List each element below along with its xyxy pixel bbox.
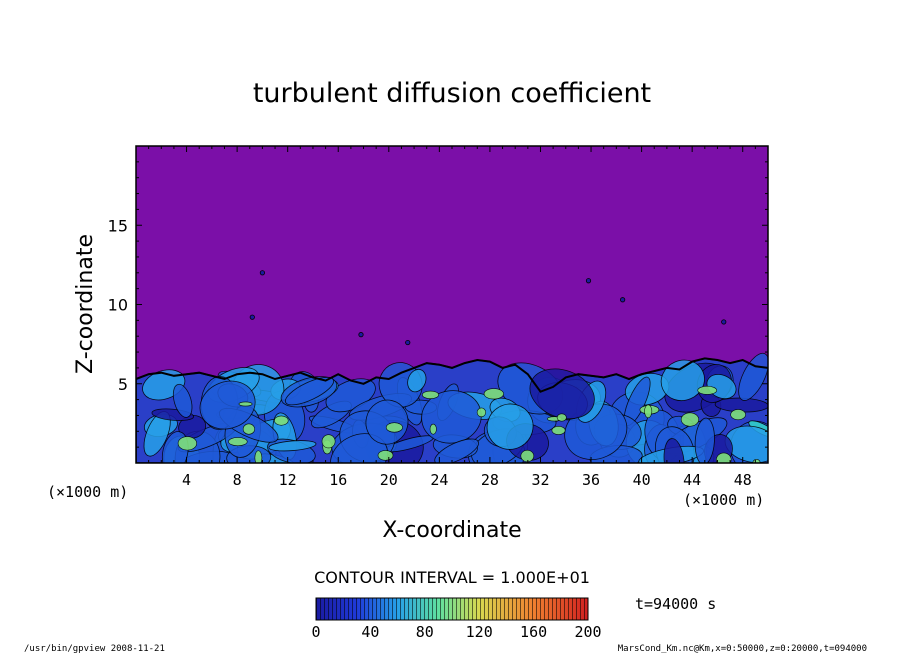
isolated-speck bbox=[585, 278, 592, 284]
high-diffusion-patch bbox=[520, 449, 535, 463]
plot-area bbox=[135, 145, 769, 464]
y-axis: 5 10 15 bbox=[108, 161, 768, 448]
y-tick-label: 15 bbox=[108, 216, 128, 235]
time-label: t=94000 s bbox=[635, 595, 716, 613]
colorbar-tick-label: 200 bbox=[574, 623, 601, 641]
isolated-speck bbox=[259, 270, 265, 276]
x-axis-label: X-coordinate bbox=[382, 518, 521, 543]
high-diffusion-patch bbox=[377, 450, 394, 461]
boundary-layer-outline bbox=[136, 357, 768, 393]
x-tick-label: 28 bbox=[481, 471, 499, 489]
x-tick-label: 16 bbox=[329, 471, 347, 489]
y-axis-label: Z-coordinate bbox=[73, 234, 98, 374]
high-diffusion-patch bbox=[476, 407, 487, 418]
turbulent-eddy bbox=[434, 438, 479, 463]
x-tick-label: 48 bbox=[734, 471, 752, 489]
isolated-speck bbox=[358, 332, 364, 338]
high-diffusion-patch bbox=[321, 434, 336, 449]
x-tick-label: 40 bbox=[633, 471, 651, 489]
x-tick-label: 24 bbox=[430, 471, 448, 489]
colorbar: 0 40 80 120 160 200 bbox=[311, 597, 602, 641]
colorbar-frame bbox=[315, 597, 589, 621]
chart-title: turbulent diffusion coefficient bbox=[253, 78, 651, 109]
high-diffusion-patch bbox=[483, 388, 504, 400]
turbulent-eddy bbox=[365, 399, 409, 445]
isolated-speck bbox=[620, 297, 626, 303]
x-tick-label: 36 bbox=[582, 471, 600, 489]
x-tick-label: 20 bbox=[380, 471, 398, 489]
turbulent-eddy bbox=[330, 433, 388, 463]
colorbar-tick-label: 120 bbox=[466, 623, 493, 641]
high-diffusion-patch bbox=[697, 385, 718, 395]
high-diffusion-patch bbox=[177, 436, 197, 451]
y-tick-label: 5 bbox=[118, 375, 128, 394]
high-diffusion-patch bbox=[556, 413, 567, 422]
footer-left: /usr/bin/gpview 2008-11-21 bbox=[24, 644, 165, 654]
high-diffusion-patch bbox=[680, 412, 700, 427]
boundary-layer bbox=[136, 270, 768, 463]
colorbar-ticks: 0 40 80 120 160 200 bbox=[311, 623, 601, 641]
turbulent-eddy bbox=[486, 403, 534, 450]
turbulent-eddy bbox=[172, 383, 193, 418]
turbulent-eddy bbox=[529, 368, 595, 420]
x-tick-label: 44 bbox=[683, 471, 701, 489]
y-tick-label: 10 bbox=[108, 296, 128, 315]
high-diffusion-patch bbox=[730, 409, 746, 421]
high-diffusion-patch bbox=[644, 404, 653, 419]
high-diffusion-patch bbox=[228, 437, 248, 447]
high-diffusion-patch bbox=[274, 415, 289, 426]
turbulent-eddy bbox=[738, 352, 768, 401]
high-diffusion-patch bbox=[421, 390, 439, 399]
colorbar-tick-label: 160 bbox=[520, 623, 547, 641]
x-axis: 4 8 12 16 20 24 28 32 36 40 44 48 bbox=[148, 146, 756, 489]
x-axis-unit-right: (×1000 m) bbox=[683, 491, 764, 509]
turbulent-eddy bbox=[694, 417, 715, 463]
x-tick-label: 12 bbox=[279, 471, 297, 489]
high-diffusion-patch bbox=[254, 450, 263, 463]
turbulent-eddy bbox=[284, 376, 335, 406]
high-diffusion-patch bbox=[551, 425, 566, 435]
high-diffusion-patch bbox=[716, 452, 732, 463]
x-tick-label: 32 bbox=[531, 471, 549, 489]
colorbar-tick-label: 40 bbox=[361, 623, 379, 641]
isolated-speck bbox=[405, 339, 411, 346]
contour-interval-label: CONTOUR INTERVAL = 1.000E+01 bbox=[314, 568, 590, 587]
x-axis-unit-left: (×1000 m) bbox=[47, 483, 128, 501]
turbulent-eddy bbox=[407, 368, 427, 393]
isolated-speck bbox=[249, 314, 255, 320]
x-tick-label: 8 bbox=[233, 471, 242, 489]
turbulent-eddy bbox=[268, 440, 317, 452]
colorbar-stripes bbox=[316, 598, 588, 620]
turbulent-eddy bbox=[199, 380, 256, 430]
high-diffusion-patch bbox=[429, 423, 437, 435]
high-diffusion-patch bbox=[242, 423, 255, 435]
x-tick-label: 4 bbox=[182, 471, 191, 489]
high-diffusion-patch bbox=[238, 401, 253, 407]
colorbar-tick-label: 80 bbox=[416, 623, 434, 641]
high-diffusion-patch bbox=[385, 422, 403, 433]
colorbar-tick-label: 0 bbox=[311, 623, 320, 641]
footer-right: MarsCond_Km.nc@Km,x=0:50000,z=0:20000,t=… bbox=[618, 644, 867, 654]
isolated-speck bbox=[721, 319, 727, 325]
turbulent-eddy bbox=[660, 359, 705, 402]
